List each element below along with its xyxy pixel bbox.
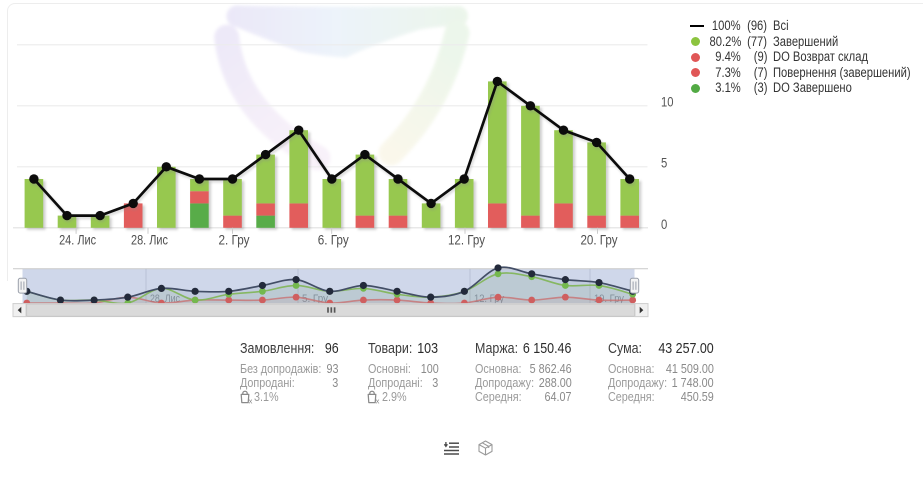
svg-text:0: 0 [661,217,667,232]
svg-text:x: x [248,397,252,404]
svg-text:20. Гру: 20. Гру [581,233,618,248]
svg-text:x: x [376,397,380,404]
svg-text:2. Гру: 2. Гру [219,233,250,248]
svg-text:12. Гру: 12. Гру [448,233,485,248]
svg-text:6. Гру: 6. Гру [318,233,349,248]
svg-text:28. Лис: 28. Лис [131,233,168,248]
svg-text:24. Лис: 24. Лис [59,233,96,248]
svg-text:10: 10 [661,95,674,110]
svg-text:5: 5 [661,156,667,171]
